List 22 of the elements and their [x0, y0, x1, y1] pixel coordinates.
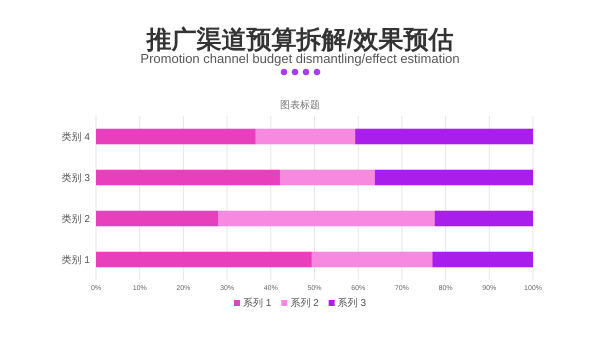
bar [280, 170, 375, 186]
y-tick-label: 类别 2 [62, 213, 90, 225]
bar [432, 252, 533, 268]
bar [374, 170, 533, 186]
chart-subtitle: Promotion channel budget dismantling/effect estimation [140, 51, 460, 66]
bar [312, 252, 432, 268]
bar [96, 252, 312, 268]
y-tick-label: 类别 3 [62, 172, 90, 184]
legend-label: 系列 1 [242, 297, 272, 309]
bar [218, 210, 435, 226]
y-tick-label: 类别 1 [62, 254, 90, 266]
bar [256, 128, 356, 144]
legend-label: 系列 2 [290, 297, 320, 309]
bar [434, 210, 533, 226]
bar [96, 210, 218, 226]
chart-title: 推广渠道预算拆解/效果预估 [146, 26, 454, 54]
bar [96, 128, 256, 144]
legend-label: 系列 3 [338, 297, 366, 309]
text: 图表标题 [280, 99, 320, 111]
bar [96, 170, 280, 186]
y-tick-label: 类别 4 [62, 131, 90, 143]
bar [355, 128, 533, 144]
